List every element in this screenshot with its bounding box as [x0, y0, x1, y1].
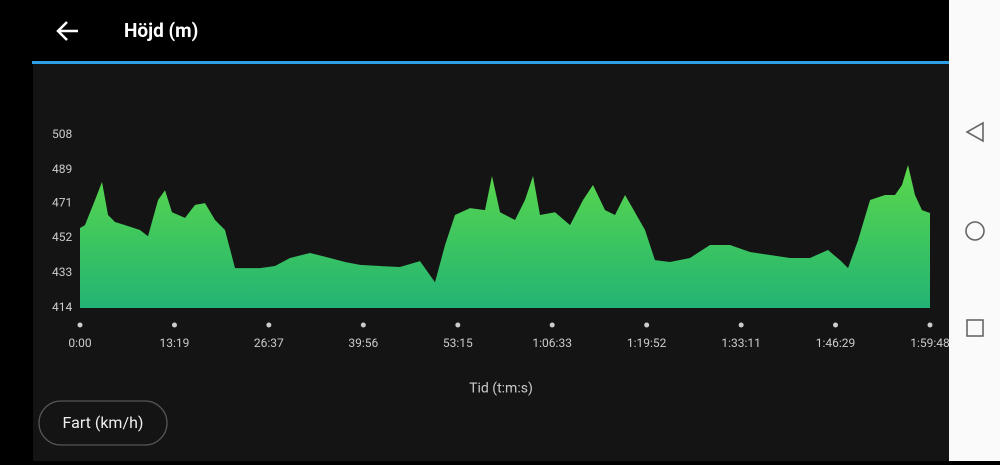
- speed-button[interactable]: [38, 400, 168, 446]
- x-tick-dot: [266, 322, 272, 328]
- page-title: Höjd (m): [124, 19, 198, 42]
- header-divider: [32, 61, 949, 64]
- y-tick-label: 433: [52, 265, 72, 279]
- x-tick-label: 13:19: [160, 336, 190, 350]
- x-tick-dot: [644, 322, 650, 328]
- x-tick-label: 1:46:29: [816, 336, 856, 350]
- y-tick-label: 489: [52, 162, 72, 176]
- x-tick-dot: [833, 322, 839, 328]
- x-axis-title: Tid (t:m:s): [469, 381, 533, 397]
- x-tick-dot: [171, 322, 177, 328]
- x-tick-label: 1:06:33: [532, 336, 572, 350]
- x-tick-dot: [927, 322, 933, 328]
- nav-bar: [949, 0, 1000, 461]
- x-tick-label: 53:15: [443, 336, 473, 350]
- y-tick-label: 452: [52, 230, 72, 244]
- x-tick-dot: [549, 322, 555, 328]
- x-tick-dot: [738, 322, 744, 328]
- y-tick-label: 414: [52, 300, 72, 314]
- nav-home[interactable]: [965, 221, 985, 241]
- x-tick-dot: [360, 322, 366, 328]
- x-tick-label: 39:56: [348, 336, 378, 350]
- x-tick-label: 26:37: [254, 336, 284, 350]
- x-tick-dot: [77, 322, 83, 328]
- x-tick-label: 1:33:11: [721, 336, 761, 350]
- nav-recent[interactable]: [966, 319, 984, 337]
- y-tick-label: 508: [52, 127, 72, 141]
- x-tick-label: 1:19:52: [627, 336, 667, 350]
- back-button[interactable]: [56, 21, 78, 41]
- y-tick-label: 471: [52, 195, 72, 209]
- x-tick-label: 1:59:48: [910, 336, 950, 350]
- elevation-area: [80, 164, 930, 308]
- speed-button-label[interactable]: Fart (km/h): [63, 413, 144, 432]
- x-tick-label: 0:00: [68, 336, 91, 350]
- x-tick-dot: [455, 322, 461, 328]
- nav-back[interactable]: [965, 121, 984, 143]
